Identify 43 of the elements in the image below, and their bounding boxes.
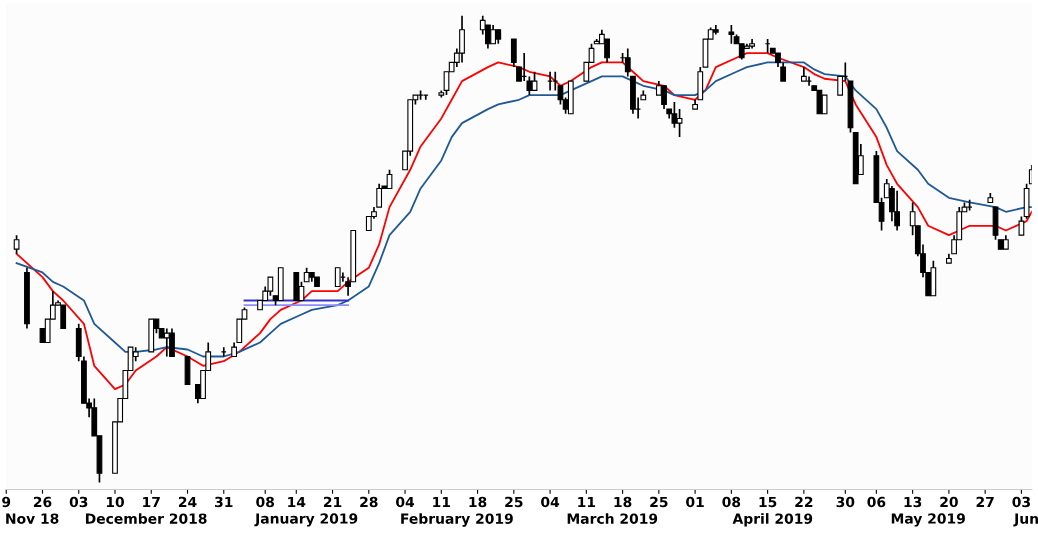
x-tick-label: 28 [360,496,378,508]
x-tick-label: 01 [686,496,704,508]
candlestick [13,234,20,255]
x-tick-label: 04 [396,496,415,508]
x-tick-label: 20 [940,496,958,508]
x-tick-label: 13 [904,496,922,508]
x-tick-label: 18 [469,496,487,508]
x-tick-label: 08 [722,496,741,508]
x-tick-label: 27 [976,496,994,508]
candlestick [334,266,341,288]
x-tick-label: 24 [178,496,197,508]
x-tick-label: 21 [323,496,342,508]
x2-tick-label: Jun [1013,513,1038,527]
x-tick-label: 18 [614,496,632,508]
x-tick-label: 11 [578,496,596,508]
x-tick-label: 14 [288,496,306,508]
x-tick-label: 26 [33,496,52,508]
x2-tick-label: February 2019 [401,513,513,527]
x-tick-label: 10 [106,496,124,508]
x-tick-label: 15 [759,496,777,508]
x2-tick-label: December 2018 [85,513,207,524]
x-tick-label: 9 [2,496,11,508]
x-tick-label: 30 [836,496,855,508]
candlestick [728,24,735,45]
candlestick [422,94,429,101]
x2-tick-label: Nov 18 [6,513,59,524]
x-tick-label: 25 [505,496,523,508]
x2-tick-label: May 2019 [891,513,965,527]
x-tick-label: 11 [433,496,451,508]
x2-tick-label: January 2019 [254,513,358,527]
x-tick-label: 25 [650,496,668,508]
x-tick-label: 03 [1012,496,1030,508]
x2-tick-label: March 2019 [567,513,658,524]
x-tick-label: 06 [867,496,886,508]
x-tick-label: 08 [256,496,275,508]
candlestick [624,47,631,78]
x-tick-label: 03 [69,496,88,508]
x2-tick-label: April 2019 [732,513,813,527]
x-tick-label: 22 [795,496,813,508]
candlestick [1018,215,1025,236]
x-tick-label: 31 [215,496,233,508]
x-tick-label: 04 [541,496,560,508]
x-tick-label: 17 [143,496,160,508]
